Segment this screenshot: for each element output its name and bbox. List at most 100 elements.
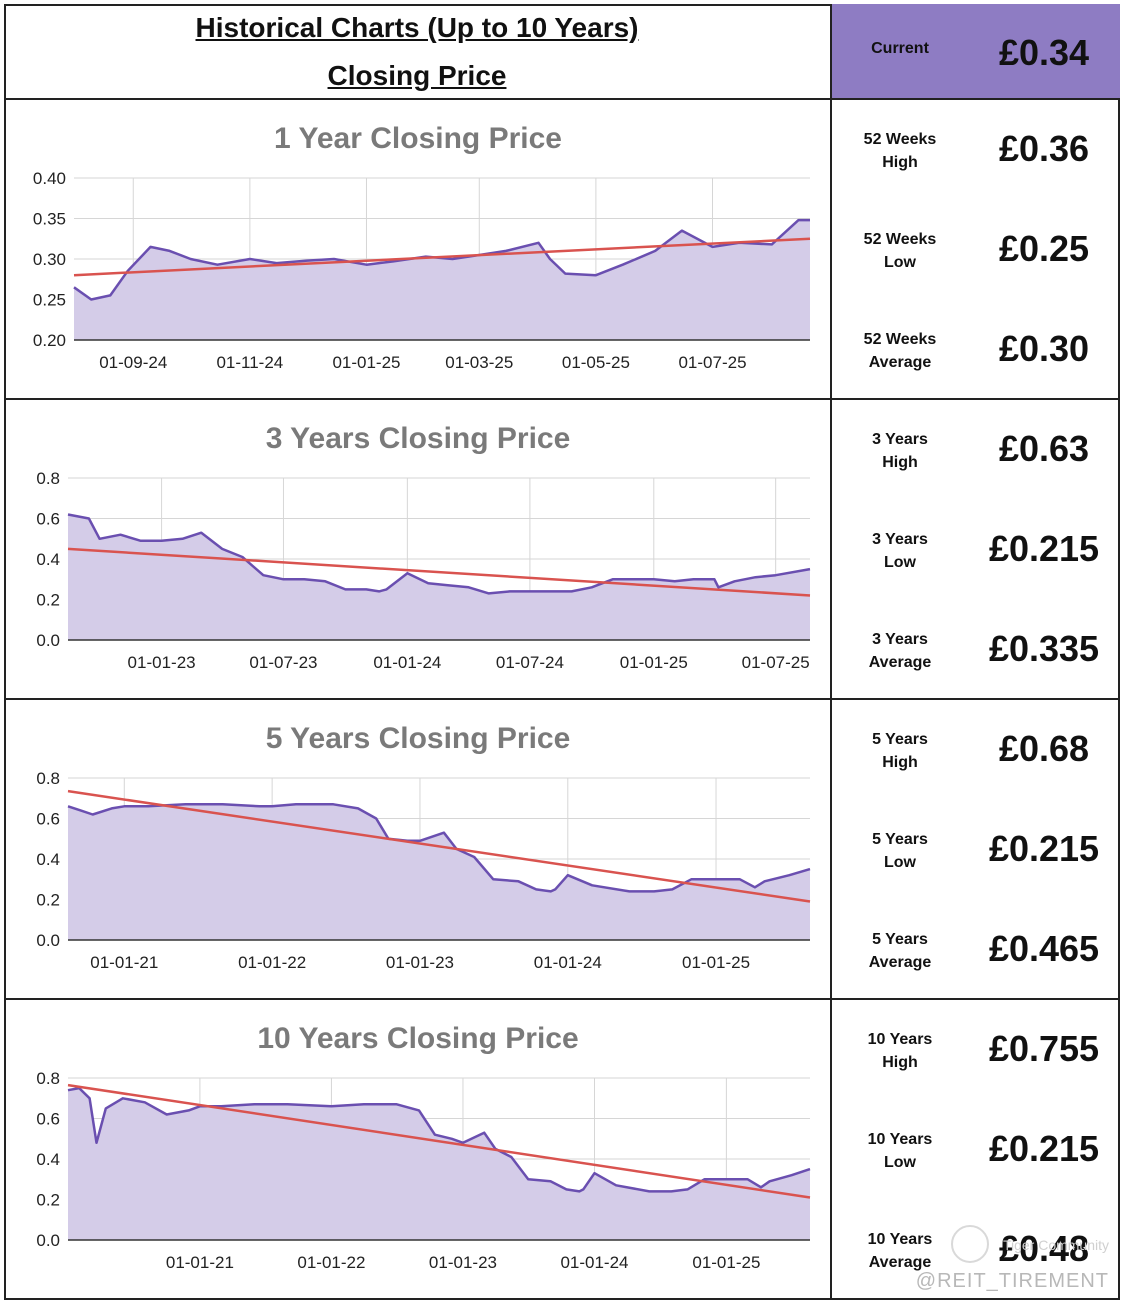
stat-label-line: 52 Weeks <box>863 331 937 348</box>
chart-title: 3 Years Closing Price <box>266 422 571 455</box>
stat-value: £0.215 <box>988 1128 1100 1169</box>
price-area <box>68 514 810 640</box>
x-tick-label: 01-07-24 <box>496 653 564 672</box>
y-tick-label: 0.6 <box>36 510 60 529</box>
stat-label-line: High <box>882 1054 918 1071</box>
x-tick-label: 01-01-25 <box>620 653 688 672</box>
stat-average: 10 Years Average £0.48 <box>832 1200 1120 1300</box>
stat-label-line: 5 Years <box>872 831 928 848</box>
y-tick-label: 0.8 <box>36 1069 60 1088</box>
x-tick-label: 01-01-23 <box>128 653 196 672</box>
stat-high: 10 Years High £0.755 <box>832 1000 1120 1100</box>
x-tick-label: 01-01-25 <box>682 953 750 972</box>
stat-label-line: 5 Years <box>872 931 928 948</box>
chart-row-3y: 3 Years Closing Price 0.0 0.2 0.4 0.6 0.8 01-0… <box>4 400 1120 700</box>
stat-value: £0.465 <box>988 928 1100 969</box>
stat-average: 3 Years Average £0.335 <box>832 600 1120 700</box>
y-tick-label: 0.4 <box>36 1150 60 1169</box>
x-tick-label: 01-01-21 <box>166 1253 234 1272</box>
trend-line <box>67 547 811 597</box>
y-tick-label: 0.2 <box>36 891 60 910</box>
x-tick-label: 01-09-24 <box>99 353 167 372</box>
stat-label-line: High <box>882 754 918 771</box>
stat-label-line: High <box>882 454 918 471</box>
current-label: Current <box>871 40 929 57</box>
y-tick-label: 0.4 <box>36 550 60 569</box>
chart-title: 1 Year Closing Price <box>274 122 562 155</box>
y-tick-label: 0.0 <box>36 1231 60 1250</box>
stat-label-line: Average <box>868 354 932 371</box>
stat-label-line: Low <box>884 1154 916 1171</box>
stat-label: 10 Years Average <box>832 1228 968 1274</box>
stat-label-line: High <box>882 154 918 171</box>
row-divider <box>830 1000 832 1298</box>
row-divider <box>830 400 832 698</box>
stat-label-line: Low <box>884 254 916 271</box>
price-area <box>68 804 810 940</box>
stat-value: £0.215 <box>988 828 1100 869</box>
x-tick-label: 01-01-24 <box>534 953 602 972</box>
stat-value: £0.755 <box>988 1028 1100 1069</box>
chart-title: 10 Years Closing Price <box>257 1022 578 1055</box>
x-tick-label: 01-01-24 <box>373 653 441 672</box>
y-tick-label: 0.30 <box>33 250 66 269</box>
stat-value: £0.215 <box>988 528 1100 569</box>
stat-label: 52 Weeks High <box>832 128 968 174</box>
stat-label: 10 Years High <box>832 1028 968 1074</box>
stat-label: 52 Weeks Low <box>832 228 968 274</box>
stat-label-line: Average <box>868 1254 932 1271</box>
stat-low: 52 Weeks Low £0.25 <box>832 200 1120 300</box>
stat-label: 10 Years Low <box>832 1128 968 1174</box>
current-price-panel: Current £0.34 <box>832 4 1120 100</box>
x-tick-label: 01-05-25 <box>562 353 630 372</box>
stat-low: 3 Years Low £0.215 <box>832 500 1120 600</box>
y-tick-label: 0.2 <box>36 591 60 610</box>
x-tick-label: 01-11-24 <box>216 353 283 372</box>
stat-label-line: 3 Years <box>872 531 928 548</box>
stat-high: 5 Years High £0.68 <box>832 700 1120 800</box>
stat-label-line: 52 Weeks <box>863 131 937 148</box>
stat-average: 52 Weeks Average £0.30 <box>832 300 1120 400</box>
stat-value: £0.48 <box>998 1228 1090 1269</box>
y-tick-label: 0.8 <box>36 769 60 788</box>
x-tick-label: 01-07-23 <box>249 653 317 672</box>
stat-label: 5 Years Low <box>832 828 968 874</box>
x-tick-label: 01-01-22 <box>238 953 306 972</box>
watermark-handle: @REIT_TIREMENT <box>915 1270 1109 1292</box>
stat-average: 5 Years Average £0.465 <box>832 900 1120 1000</box>
stat-label: 3 Years Average <box>832 628 968 674</box>
chart-row-5y: 5 Years Closing Price 0.0 0.2 0.4 0.6 0.8 01-0… <box>4 700 1120 1000</box>
row-divider <box>830 700 832 998</box>
y-tick-label: 0.0 <box>36 631 60 650</box>
stat-label: 3 Years High <box>832 428 968 474</box>
y-tick-label: 0.35 <box>33 210 66 229</box>
price-line <box>67 1086 811 1193</box>
stat-value: £0.68 <box>998 728 1090 769</box>
x-tick-label: 01-01-23 <box>386 953 454 972</box>
x-tick-label: 01-03-25 <box>445 353 513 372</box>
watermark-logo-icon <box>951 1225 989 1263</box>
x-tick-label: 01-01-21 <box>90 953 158 972</box>
price-area <box>74 220 810 340</box>
stat-label-line: Low <box>884 554 916 571</box>
trend-line <box>67 789 811 903</box>
stat-low: 5 Years Low £0.215 <box>832 800 1120 900</box>
y-tick-label: 0.6 <box>36 1110 60 1129</box>
stat-label-line: 5 Years <box>872 731 928 748</box>
chart-10y: 10 Years Closing Price 0.0 0.2 0.4 0.6 0.8 01-… <box>36 1022 811 1272</box>
x-tick-label: 01-01-23 <box>429 1253 497 1272</box>
stat-value: £0.63 <box>998 428 1090 469</box>
y-tick-label: 0.4 <box>36 850 60 869</box>
stat-label-line: Average <box>868 654 932 671</box>
x-tick-label: 01-07-25 <box>742 653 810 672</box>
stat-value: £0.36 <box>998 128 1090 169</box>
stat-label-line: 3 Years <box>872 631 928 648</box>
chart-row-1y: 1 Year Closing Price 0.20 0.25 0.30 0.35 0.40… <box>4 100 1120 400</box>
y-tick-label: 0.8 <box>36 469 60 488</box>
stat-high: 52 Weeks High £0.36 <box>832 100 1120 200</box>
chart-3y: 3 Years Closing Price 0.0 0.2 0.4 0.6 0.8 01-0… <box>36 422 811 672</box>
row-divider <box>830 100 832 398</box>
page-title: Historical Charts (Up to 10 Years) <box>195 12 639 43</box>
stat-label-line: 52 Weeks <box>863 231 937 248</box>
stat-label-line: 10 Years <box>867 1131 933 1148</box>
